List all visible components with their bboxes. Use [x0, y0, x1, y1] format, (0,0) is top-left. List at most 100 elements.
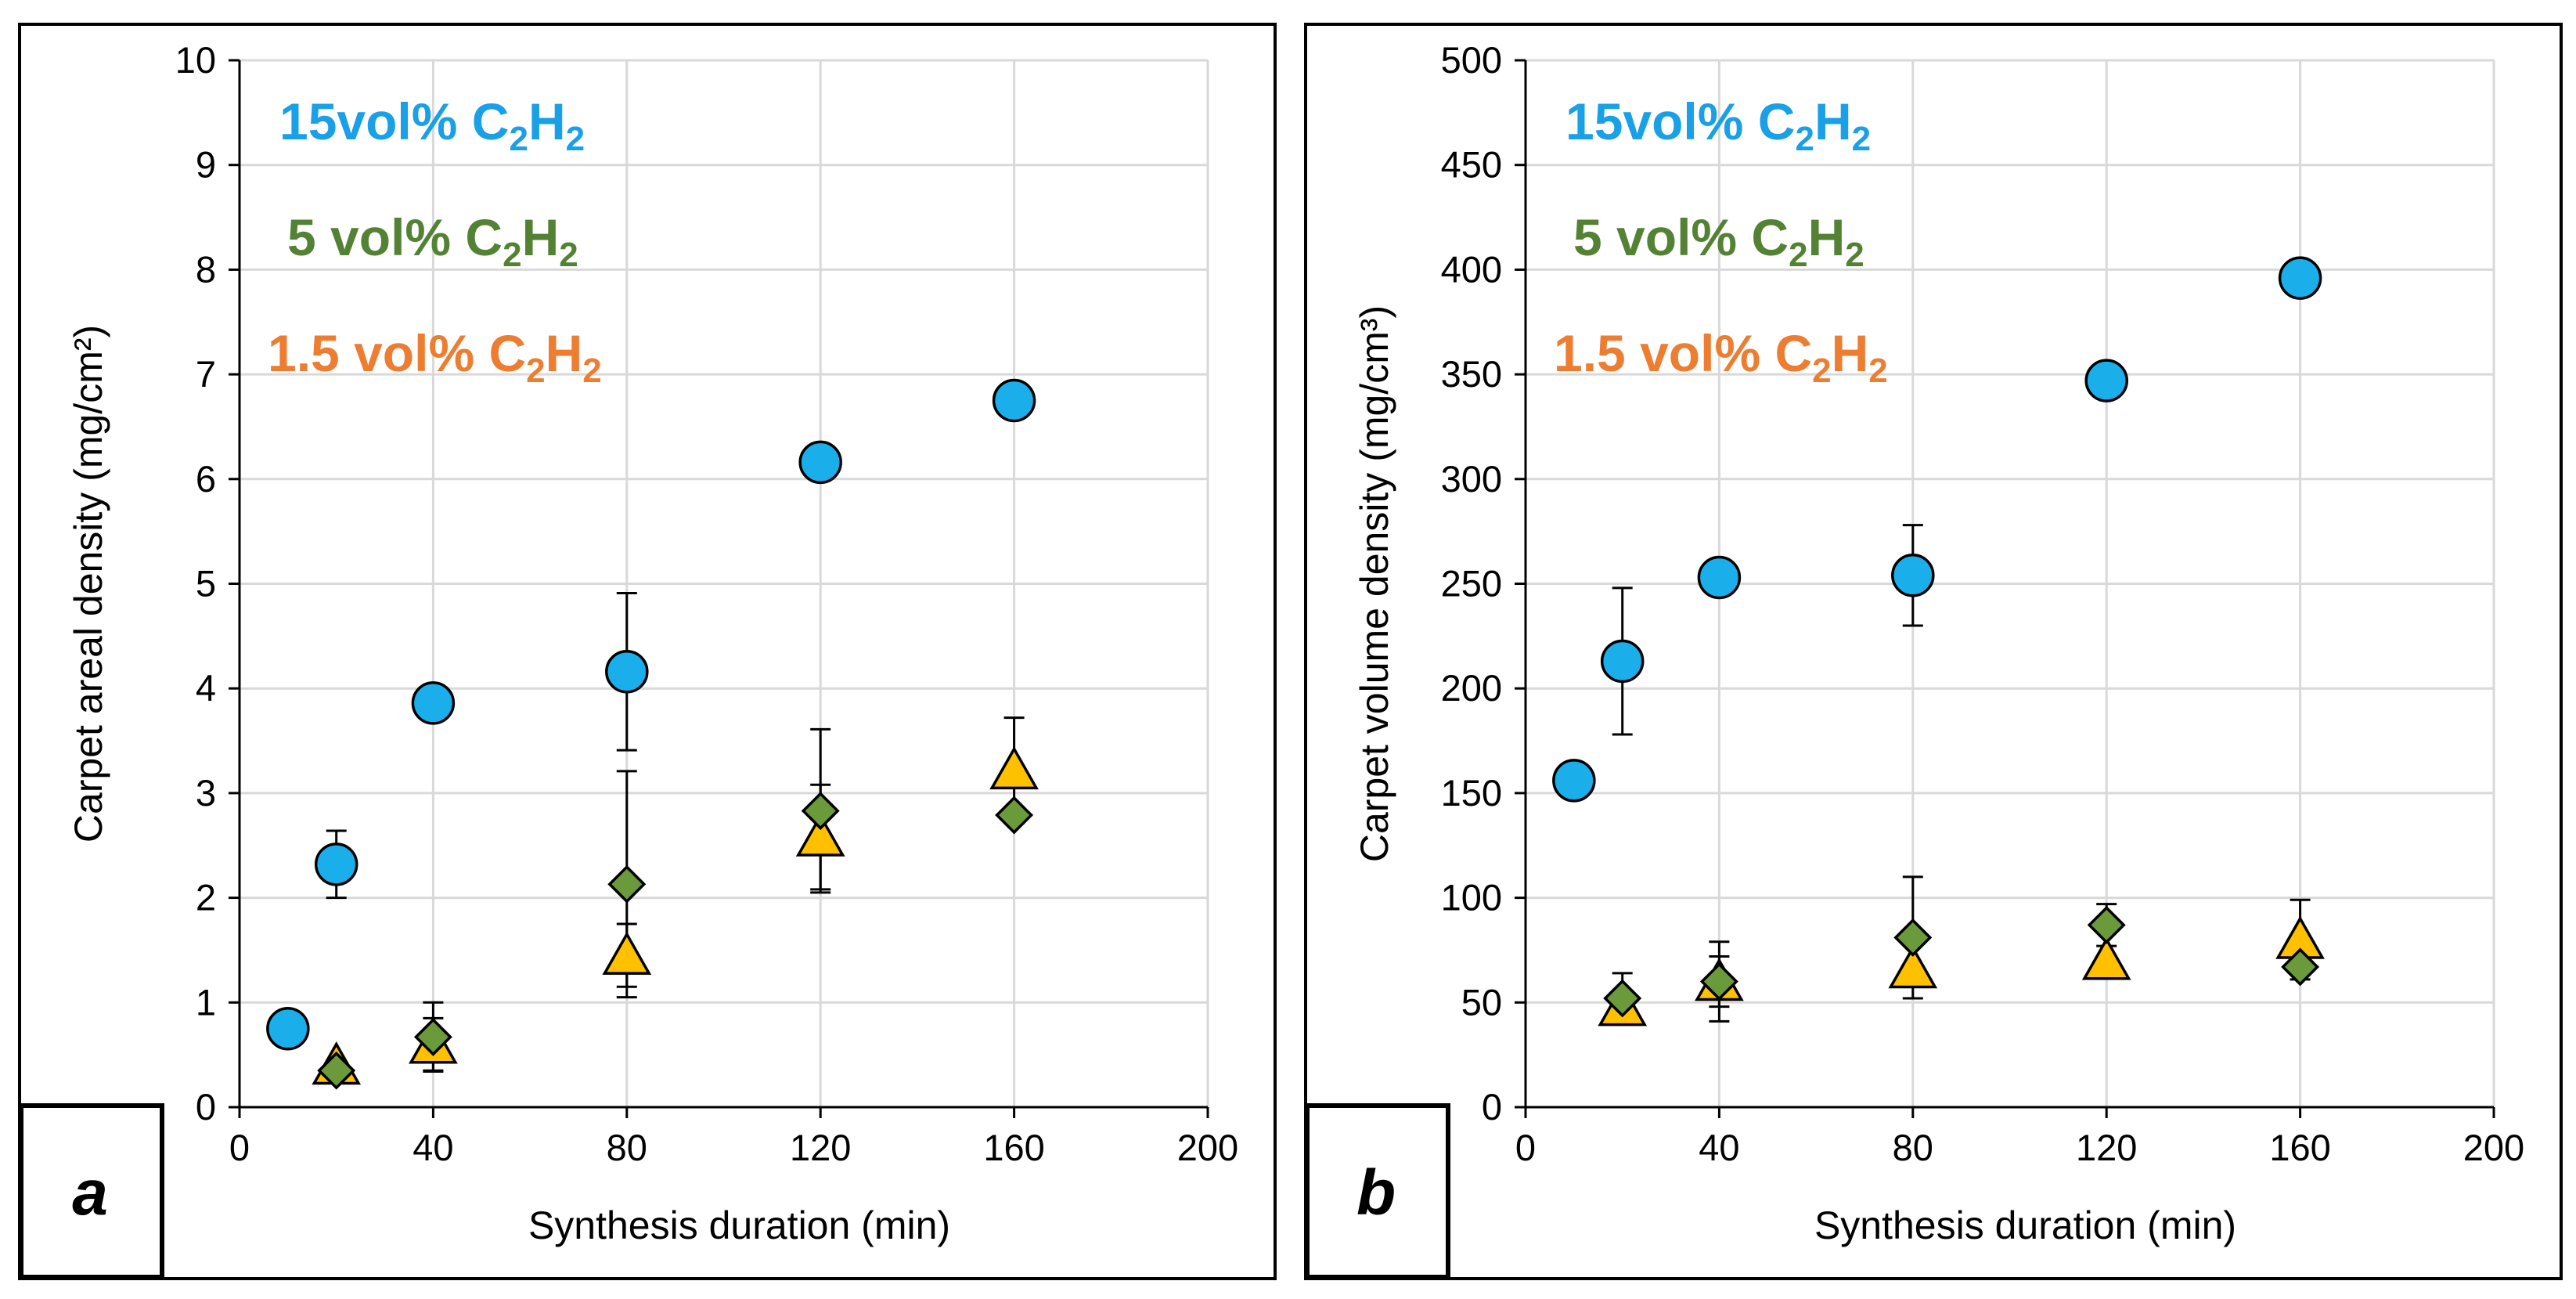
data-point-s5 — [995, 796, 1034, 835]
legend-text-mid: H — [528, 92, 566, 150]
x-tick-label: 0 — [229, 1127, 250, 1168]
legend-text-mid: H — [1808, 208, 1846, 266]
y-tick-label: 0 — [196, 1086, 216, 1128]
y-tick-label: 7 — [196, 353, 216, 395]
y-tick-label: 150 — [1441, 772, 1502, 814]
data-point-s15 — [1552, 759, 1596, 803]
x-tick-label: 80 — [1893, 1127, 1933, 1168]
legend-subscript: 2 — [1795, 120, 1814, 158]
legend-text-mid: H — [522, 208, 560, 266]
y-tick-label: 350 — [1441, 353, 1502, 395]
data-point-s15 — [605, 650, 649, 694]
y-axis-title: Carpet areal density (mg/cm²) — [67, 325, 110, 843]
data-point-s15 — [2084, 359, 2128, 402]
legend-text-mid: H — [1832, 324, 1869, 382]
x-tick-label: 0 — [1515, 1127, 1536, 1168]
legend-entry-s1_5: 1.5 vol% C2H2 — [268, 324, 602, 390]
x-tick-label: 160 — [983, 1127, 1044, 1168]
x-tick-label: 160 — [2269, 1127, 2330, 1168]
data-point-s5 — [1699, 962, 1738, 1001]
data-point-s1_5 — [989, 745, 1039, 790]
legend-subscript: 2 — [503, 236, 521, 274]
x-tick-label: 200 — [1177, 1127, 1238, 1168]
legend-text-main: 15vol% C — [1565, 92, 1795, 150]
panel-letter: a — [72, 1157, 108, 1229]
y-tick-label: 5 — [196, 563, 216, 604]
data-point-s1_5 — [1888, 944, 1938, 989]
y-tick-label: 4 — [196, 667, 216, 709]
y-tick-label: 450 — [1441, 144, 1502, 186]
x-tick-label: 40 — [1699, 1127, 1739, 1168]
panel-letter-box — [1307, 1103, 1450, 1277]
legend-subscript: 2 — [582, 352, 601, 390]
y-tick-label: 0 — [1482, 1086, 1502, 1128]
legend-text-main: 1.5 vol% C — [268, 324, 526, 382]
legend-subscript: 2 — [1845, 236, 1864, 274]
legend-text-main: 5 vol% C — [287, 208, 503, 266]
legend-text-main: 1.5 vol% C — [1554, 324, 1812, 382]
legend-entry-s1_5: 1.5 vol% C2H2 — [1554, 324, 1888, 390]
x-tick-label: 80 — [607, 1127, 647, 1168]
y-tick-label: 6 — [196, 458, 216, 500]
y-tick-label: 9 — [196, 144, 216, 186]
chart-b-svg: 0 50 100 150 200 250 300 350 400 450 500 0 40 80 120 16… — [1307, 39, 2524, 1277]
x-axis-title: Synthesis duration (min) — [1814, 1203, 2236, 1247]
y-tick-label: 3 — [196, 772, 216, 814]
y-tick-label: 1 — [196, 981, 216, 1023]
y-tick-label: 10 — [175, 39, 216, 81]
data-point-s5 — [1603, 979, 1642, 1018]
y-tick-label: 300 — [1441, 458, 1502, 500]
data-point-s15 — [314, 843, 358, 886]
data-point-s15 — [1600, 639, 1645, 684]
x-tick-label: 120 — [790, 1127, 851, 1168]
data-point-s5 — [317, 1051, 356, 1090]
chart-panel-a: 0 1 2 3 4 5 6 7 8 9 10 0 40 80 120 160 200 Synthesis dura… — [18, 23, 1277, 1280]
legend-subscript: 2 — [1812, 352, 1831, 390]
x-tick-label: 40 — [413, 1127, 453, 1168]
y-tick-label: 200 — [1441, 667, 1502, 709]
data-point-s15 — [1697, 555, 1742, 600]
legend-entry-s15: 15vol% C2H2 — [279, 92, 585, 158]
y-tick-label: 8 — [196, 248, 216, 290]
panel-letter: b — [1356, 1157, 1396, 1229]
legend-text-mid: H — [546, 324, 583, 382]
data-point-s5 — [413, 1017, 452, 1056]
data-point-s15 — [2278, 256, 2322, 300]
legend-subscript: 2 — [1868, 352, 1887, 390]
data-point-s15 — [1891, 554, 1935, 597]
legend-subscript: 2 — [509, 120, 528, 158]
data-point-s15 — [266, 1006, 310, 1051]
legend-entry-s15: 15vol% C2H2 — [1565, 92, 1871, 158]
data-point-s5 — [2281, 947, 2320, 987]
data-point-s5 — [607, 864, 647, 904]
data-point-s5 — [801, 792, 840, 831]
y-tick-label: 250 — [1441, 563, 1502, 604]
legend-text-main: 15vol% C — [279, 92, 509, 150]
legend-subscript: 2 — [526, 352, 545, 390]
legend-subscript: 2 — [1852, 120, 1871, 158]
y-tick-label: 100 — [1441, 877, 1502, 918]
data-point-s15 — [798, 440, 842, 485]
chart-a-svg: 0 1 2 3 4 5 6 7 8 9 10 0 40 80 120 160 200 Synthesis dura… — [21, 39, 1238, 1277]
data-point-s1_5 — [602, 931, 652, 975]
data-point-s5 — [1893, 918, 1933, 957]
x-tick-label: 120 — [2076, 1127, 2137, 1168]
legend-text-mid: H — [1814, 92, 1852, 150]
data-point-s1_5 — [2081, 936, 2131, 980]
y-tick-label: 500 — [1441, 39, 1502, 81]
legend-entry-s5: 5 vol% C2H2 — [1573, 208, 1864, 274]
x-tick-label: 200 — [2463, 1127, 2524, 1168]
data-point-s5 — [2087, 905, 2126, 944]
legend-subscript: 2 — [566, 120, 585, 158]
legend-text-main: 5 vol% C — [1573, 208, 1789, 266]
data-point-s15 — [411, 681, 456, 725]
chart-panel-b: 0 50 100 150 200 250 300 350 400 450 500 0 40 80 120 16… — [1304, 23, 2563, 1280]
y-axis-title: Carpet volume density (mg/cm³) — [1353, 305, 1396, 862]
y-tick-label: 400 — [1441, 248, 1502, 290]
legend-subscript: 2 — [1789, 236, 1807, 274]
panel-letter-box — [21, 1103, 164, 1277]
data-point-s15 — [992, 378, 1036, 423]
legend-subscript: 2 — [559, 236, 578, 274]
y-tick-label: 50 — [1461, 981, 1502, 1023]
data-point-s1_5 — [795, 813, 845, 857]
